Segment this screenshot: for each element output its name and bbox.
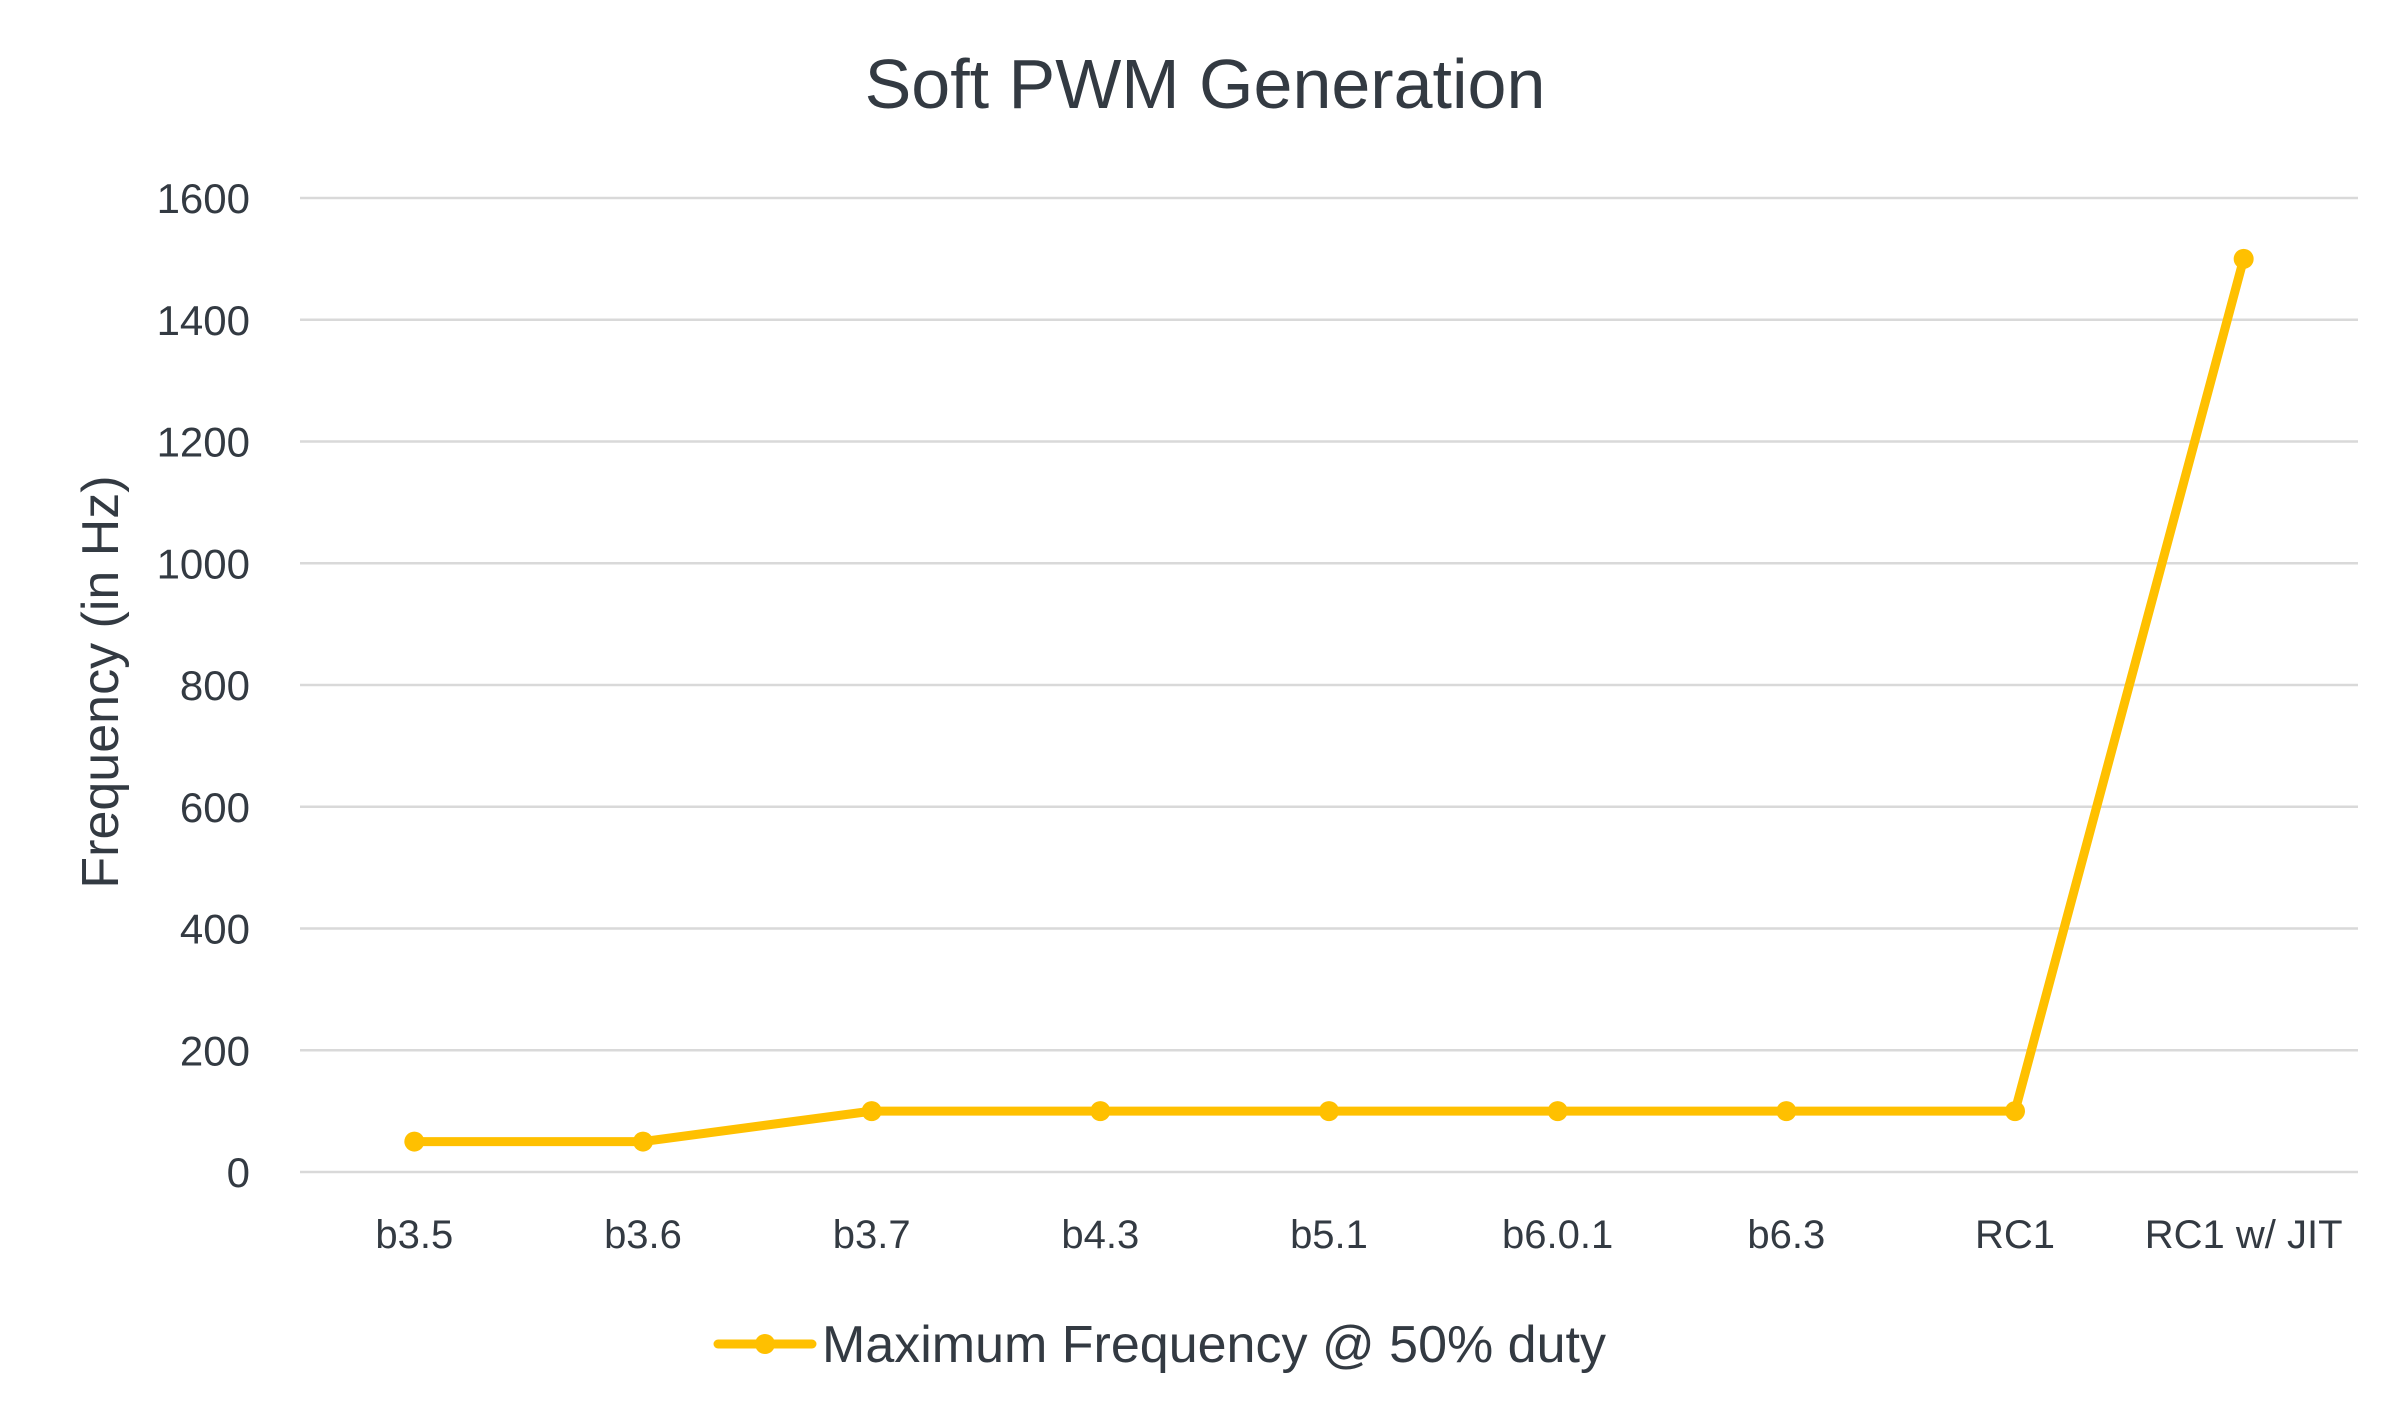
- y-tick-label: 0: [227, 1149, 250, 1196]
- x-tick-label: b6.3: [1747, 1213, 1825, 1257]
- data-point: [1090, 1101, 1111, 1122]
- x-tick-label: b5.1: [1290, 1213, 1368, 1257]
- y-tick-label: 1000: [157, 540, 250, 587]
- x-tick-label: RC1 w/ JIT: [2145, 1213, 2343, 1257]
- y-tick-label: 400: [180, 906, 250, 953]
- y-axis-ticks: 0 200 400 600 800 1000 1200 1400 1600: [157, 175, 250, 1196]
- y-tick-label: 1200: [157, 419, 250, 466]
- x-tick-label: b6.0.1: [1502, 1213, 1613, 1257]
- data-point: [1319, 1101, 1339, 1122]
- x-tick-label: RC1: [1975, 1213, 2055, 1257]
- x-tick-label: b3.5: [375, 1213, 453, 1257]
- x-tick-label: b3.6: [604, 1213, 682, 1257]
- data-point: [861, 1101, 882, 1122]
- data-point: [404, 1131, 425, 1152]
- chart-title: Soft PWM Generation: [865, 45, 1546, 123]
- y-tick-label: 1600: [157, 175, 250, 222]
- x-axis-ticks: b3.5 b3.6 b3.7 b4.3 b5.1 b6.0.1 b6.3 RC1 RC1 w/ …: [375, 1213, 2342, 1257]
- y-tick-label: 200: [180, 1027, 250, 1074]
- data-point: [2233, 248, 2254, 269]
- y-axis-label: Frequency (in Hz): [72, 475, 130, 888]
- y-tick-label: 1400: [157, 297, 250, 344]
- x-tick-label: b4.3: [1061, 1213, 1139, 1257]
- y-tick-label: 800: [180, 662, 250, 709]
- data-point: [2005, 1101, 2025, 1122]
- data-point: [633, 1131, 653, 1152]
- legend-label: Maximum Frequency @ 50% duty: [822, 1316, 1606, 1374]
- data-point: [1547, 1101, 1568, 1122]
- y-tick-label: 600: [180, 784, 250, 831]
- series-line: [409, 254, 2249, 1147]
- series-layer: [404, 248, 2254, 1152]
- legend-marker: [755, 1334, 775, 1354]
- gridlines: [300, 196, 2358, 1174]
- legend: Maximum Frequency @ 50% duty: [713, 1316, 1606, 1374]
- x-tick-label: b3.7: [833, 1213, 911, 1257]
- data-point: [1776, 1101, 1797, 1122]
